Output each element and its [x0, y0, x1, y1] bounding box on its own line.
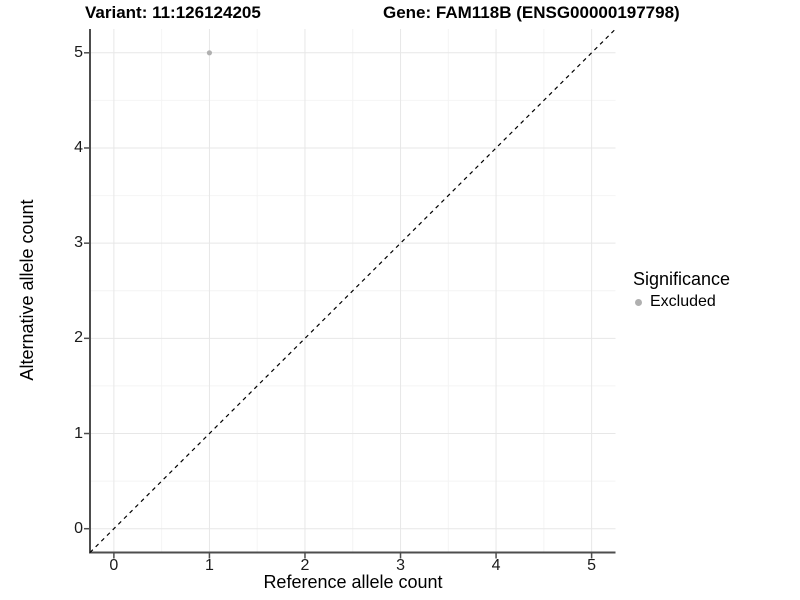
y-tick-label: 1 — [74, 424, 83, 442]
legend-title: Significance — [633, 269, 731, 289]
identity-line — [89, 28, 616, 553]
legend-point-icon — [635, 298, 642, 306]
x-axis-title: Reference allele count — [263, 572, 443, 592]
x-tick-label: 2 — [300, 557, 310, 574]
y-tick-label: 2 — [74, 329, 83, 347]
variant-title: Variant: 11:126124205 — [85, 3, 261, 22]
x-tick-label: 1 — [204, 557, 214, 574]
legend-item: Excluded — [630, 292, 730, 312]
x-tick-label: 4 — [491, 557, 501, 574]
x-tick-label: 3 — [396, 557, 405, 574]
legend-items: Excluded — [630, 292, 730, 312]
data-point — [206, 50, 213, 56]
y-axis-title: Alternative allele count — [17, 199, 37, 381]
y-tick-label: 4 — [74, 138, 83, 156]
y-tick-label: 3 — [74, 234, 83, 252]
legend: Significance Excluded — [630, 268, 730, 312]
y-tick-label: 0 — [74, 519, 83, 537]
y-tick-label: 5 — [74, 43, 83, 61]
x-tick-label: 0 — [109, 557, 119, 574]
legend-item-label: Excluded — [650, 293, 716, 310]
gene-title: Gene: FAM118B (ENSG00000197798) — [383, 3, 680, 22]
x-tick-label: 5 — [587, 557, 597, 574]
